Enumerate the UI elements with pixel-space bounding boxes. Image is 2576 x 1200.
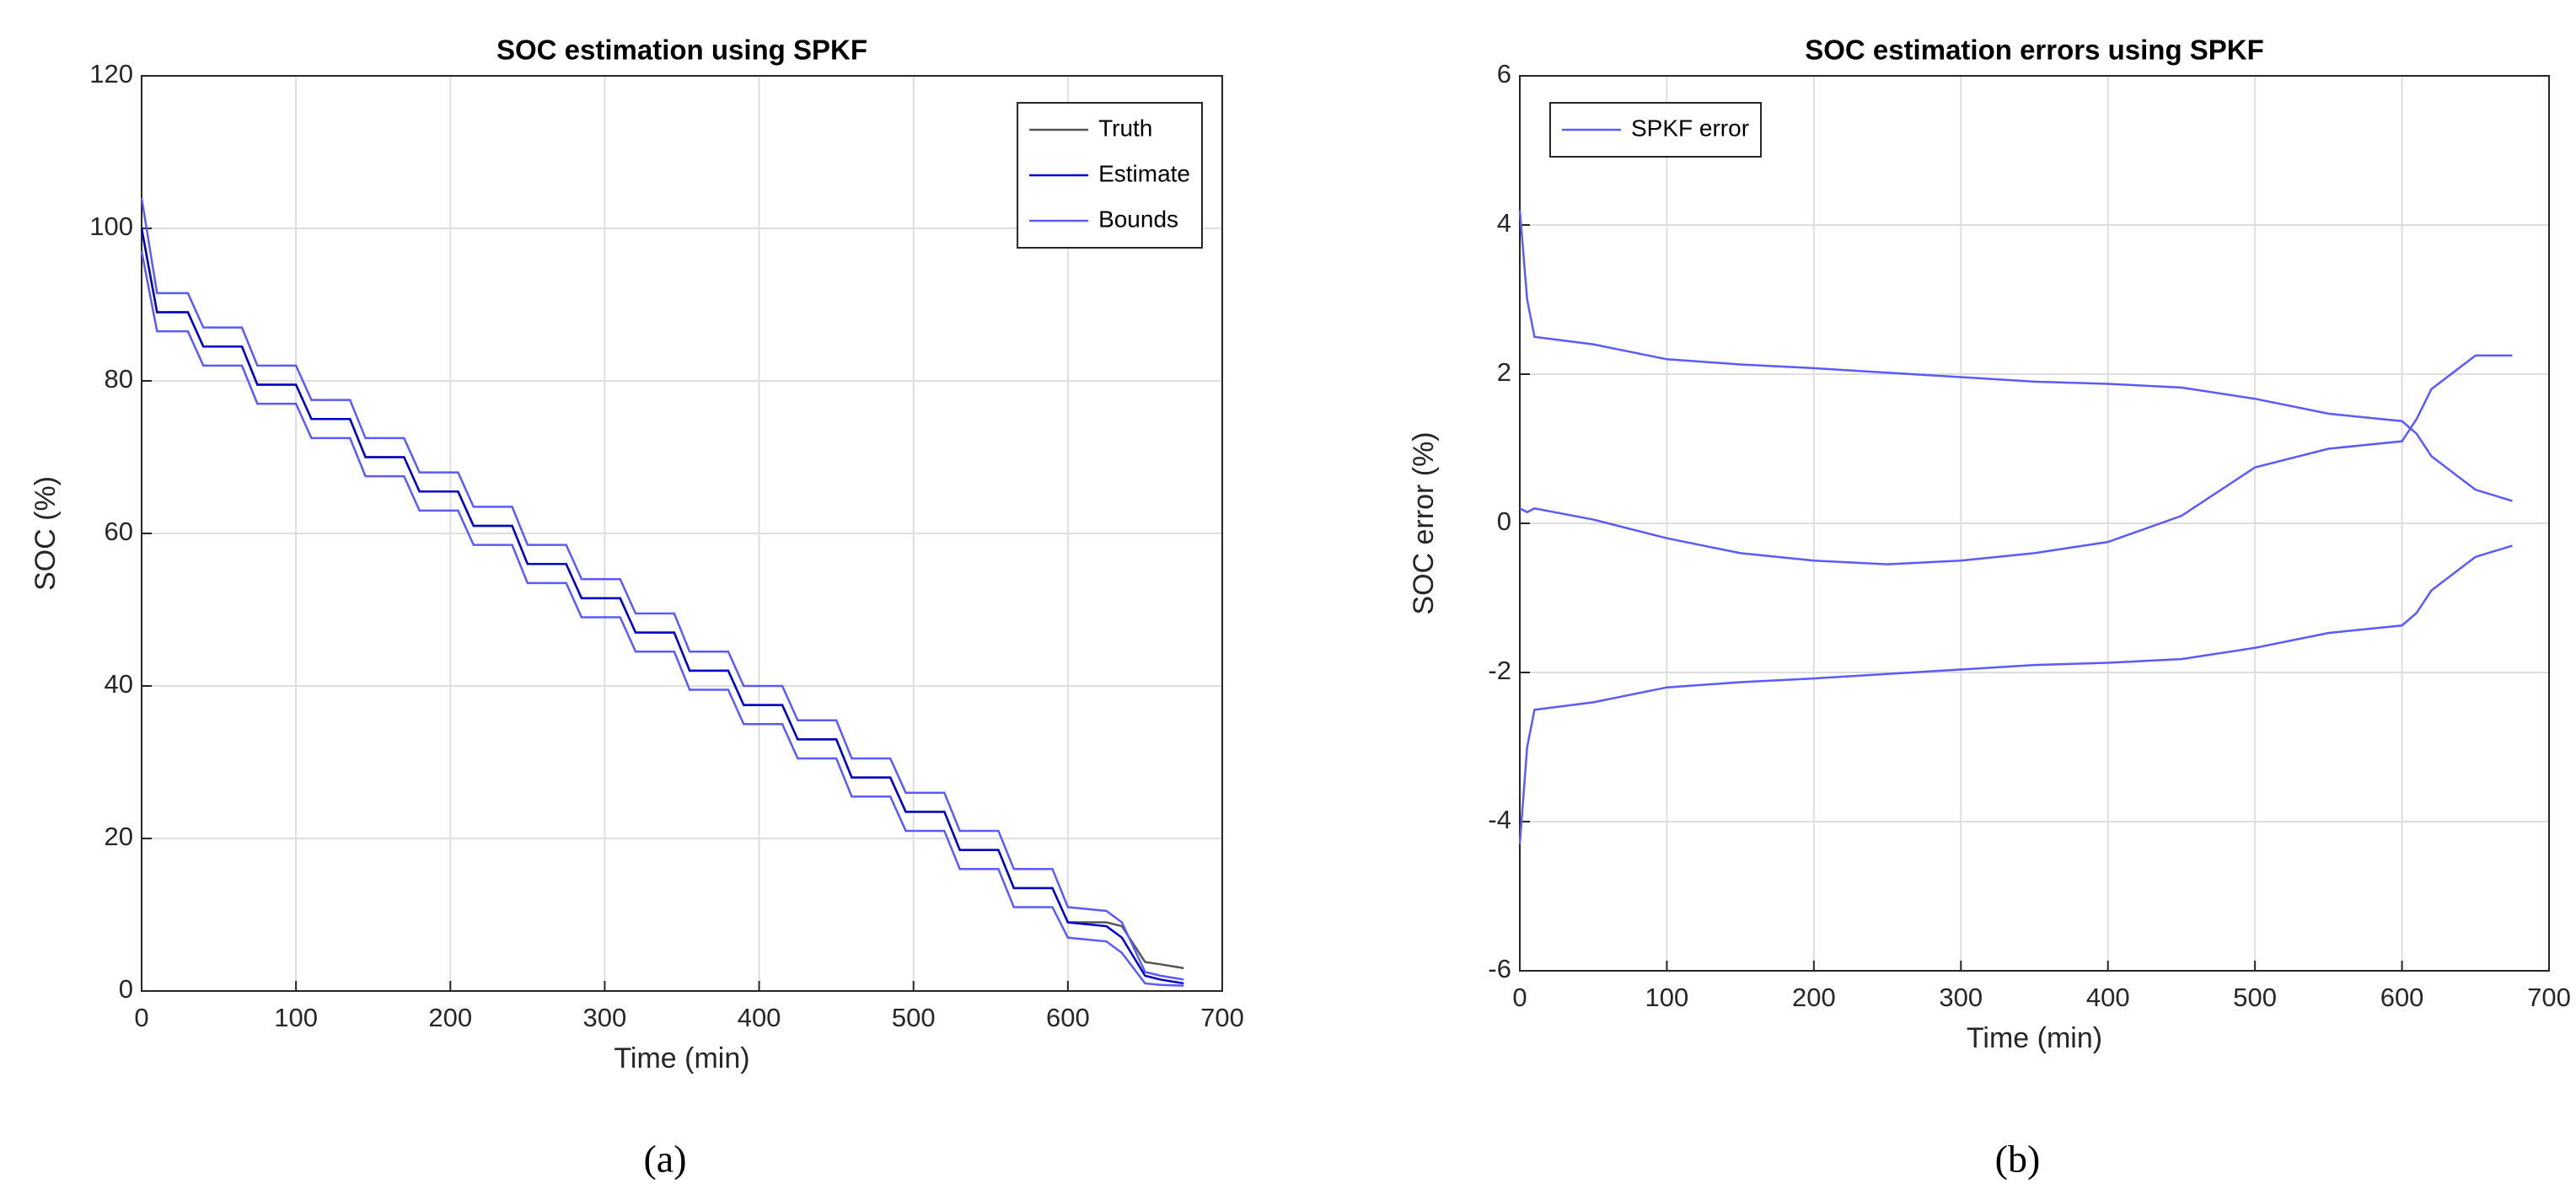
caption: (a) bbox=[643, 1138, 686, 1181]
x-tick-label: 600 bbox=[1046, 1003, 1090, 1032]
chart-title: SOC estimation errors using SPKF bbox=[1805, 35, 2264, 66]
x-tick-label: 300 bbox=[1939, 983, 1983, 1012]
x-tick-label: 700 bbox=[2527, 983, 2571, 1012]
y-tick-label: 120 bbox=[89, 59, 133, 88]
y-tick-label: -6 bbox=[1488, 954, 1511, 983]
y-axis-label: SOC error (%) bbox=[1408, 431, 1440, 614]
legend: SPKF error bbox=[1549, 102, 1763, 158]
y-tick-label: -4 bbox=[1488, 805, 1511, 834]
x-tick-label: 200 bbox=[1792, 983, 1836, 1012]
caption: (b) bbox=[1995, 1138, 2041, 1181]
x-tick-label: 300 bbox=[583, 1003, 627, 1032]
x-tick-label: 0 bbox=[134, 1003, 148, 1032]
y-tick-label: 40 bbox=[105, 669, 133, 699]
y-tick-label: 100 bbox=[89, 212, 133, 241]
legend: Truth Estimate Bounds bbox=[1017, 102, 1203, 249]
x-tick-label: 700 bbox=[1200, 1003, 1244, 1032]
y-tick-label: 80 bbox=[105, 364, 133, 394]
legend-text: SPKF error bbox=[1631, 115, 1749, 141]
legend-text: Estimate bbox=[1098, 160, 1190, 186]
y-tick-label: 0 bbox=[119, 974, 133, 1004]
y-tick-label: 6 bbox=[1497, 59, 1511, 88]
x-tick-label: 400 bbox=[738, 1003, 781, 1032]
x-axis-label: Time (min) bbox=[614, 1042, 749, 1074]
y-tick-label: -2 bbox=[1488, 656, 1511, 685]
legend-text: Bounds bbox=[1098, 206, 1178, 232]
x-tick-label: 100 bbox=[274, 1003, 318, 1032]
y-tick-label: 60 bbox=[105, 517, 133, 546]
y-tick-label: 4 bbox=[1497, 208, 1511, 238]
y-tick-label: 20 bbox=[105, 822, 133, 851]
chart: 0 20 40 60 80 100 120 0 100 200 300 400 500 600 700 SOC… bbox=[30, 35, 1244, 1181]
chart: -6 -4 -2 0 2 4 6 0 100 200 300 400 500 600 700 SOC esti… bbox=[1408, 35, 2571, 1181]
data-line bbox=[1519, 354, 2513, 565]
x-tick-label: 500 bbox=[892, 1003, 936, 1032]
plot-frame bbox=[1519, 75, 2550, 972]
plot-frame bbox=[141, 75, 1223, 992]
x-tick-label: 0 bbox=[1512, 983, 1527, 1012]
y-tick-label: 2 bbox=[1497, 357, 1511, 387]
data-line bbox=[140, 197, 1184, 981]
legend-text: Truth bbox=[1098, 115, 1152, 141]
y-tick-label: 0 bbox=[1497, 506, 1511, 536]
data-line bbox=[140, 228, 1184, 985]
y-axis-label: SOC (%) bbox=[30, 476, 62, 591]
data-line bbox=[140, 250, 1184, 987]
data-line bbox=[1518, 544, 2513, 844]
x-tick-label: 600 bbox=[2380, 983, 2424, 1012]
x-tick-label: 400 bbox=[2086, 983, 2130, 1012]
x-axis-label: Time (min) bbox=[1967, 1022, 2102, 1054]
x-tick-label: 100 bbox=[1645, 983, 1689, 1012]
chart-title: SOC estimation using SPKF bbox=[496, 35, 867, 66]
data-line bbox=[1518, 210, 2513, 502]
x-tick-label: 500 bbox=[2233, 983, 2277, 1012]
x-tick-label: 200 bbox=[428, 1003, 472, 1032]
